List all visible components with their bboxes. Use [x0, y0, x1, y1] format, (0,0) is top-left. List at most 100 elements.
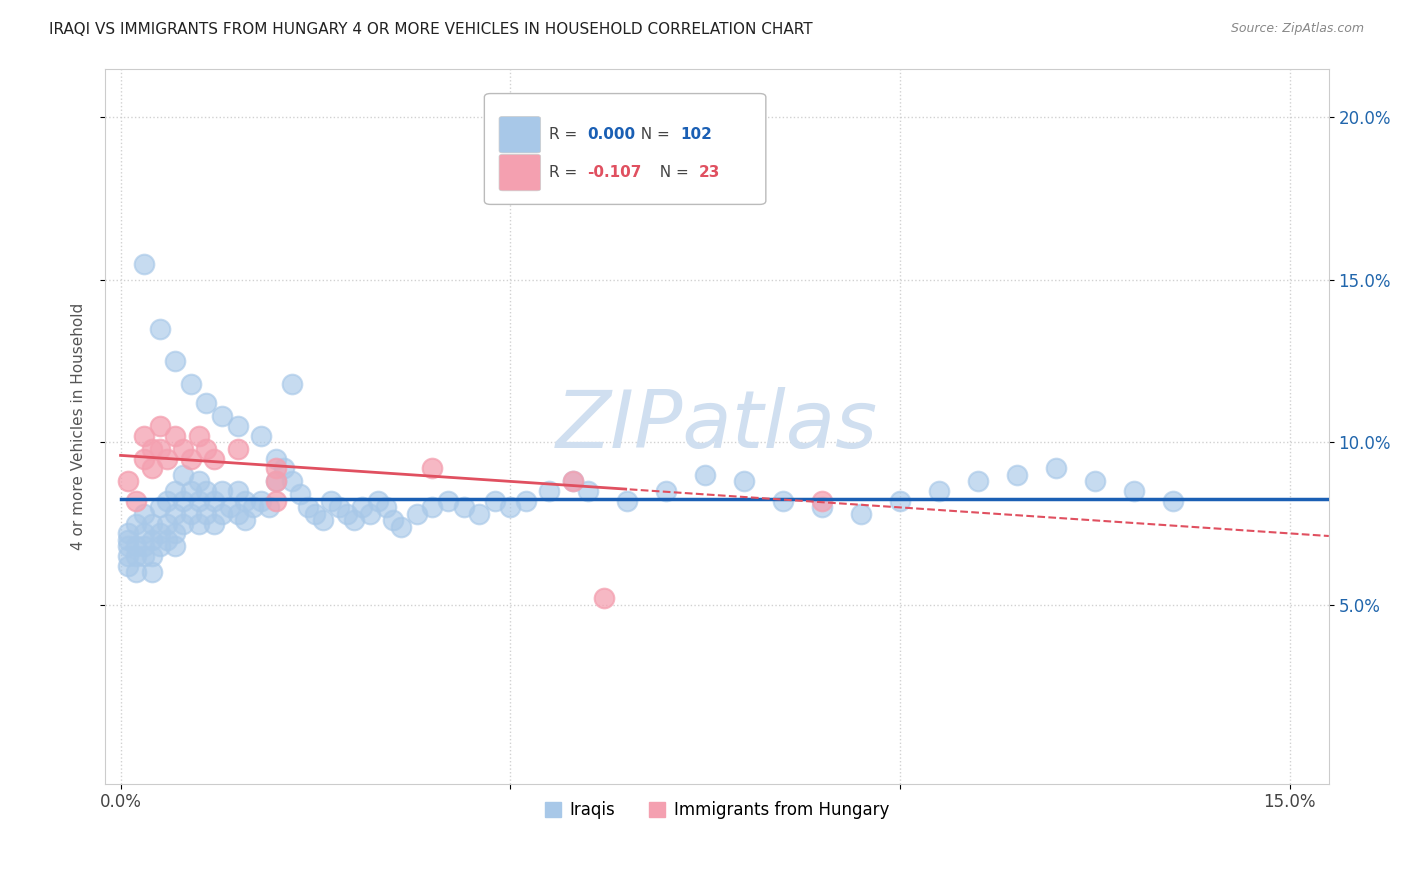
Point: [266, 475, 288, 489]
Legend: Iraqis, Immigrants from Hungary: Iraqis, Immigrants from Hungary: [538, 794, 896, 825]
Point: [180, 484, 202, 499]
Point: [811, 494, 834, 508]
Text: 23: 23: [699, 165, 720, 179]
Point: [117, 558, 139, 573]
Point: [233, 494, 256, 508]
Point: [156, 494, 179, 508]
Point: [172, 494, 194, 508]
Point: [117, 540, 139, 554]
Point: [1084, 475, 1107, 489]
Point: [195, 484, 218, 499]
Point: [187, 516, 209, 531]
Text: N =: N =: [650, 165, 693, 179]
Point: [117, 475, 139, 489]
Point: [148, 321, 170, 335]
Point: [202, 494, 225, 508]
Point: [561, 475, 583, 489]
Point: [468, 507, 491, 521]
Point: [148, 442, 170, 456]
Point: [328, 500, 350, 515]
Point: [125, 549, 148, 564]
Point: [343, 513, 366, 527]
Text: Source: ZipAtlas.com: Source: ZipAtlas.com: [1230, 22, 1364, 36]
FancyBboxPatch shape: [499, 154, 541, 191]
Point: [422, 500, 444, 515]
Point: [352, 500, 374, 515]
Point: [576, 484, 599, 499]
Point: [655, 484, 678, 499]
Point: [561, 475, 583, 489]
Point: [165, 429, 187, 443]
Point: [889, 494, 911, 508]
Text: N =: N =: [631, 127, 675, 142]
Point: [273, 461, 295, 475]
Point: [202, 451, 225, 466]
Point: [250, 494, 273, 508]
Point: [226, 484, 249, 499]
Point: [266, 451, 288, 466]
Point: [132, 256, 155, 270]
Point: [141, 516, 163, 531]
Point: [811, 500, 834, 515]
Point: [733, 475, 755, 489]
Point: [117, 549, 139, 564]
FancyBboxPatch shape: [484, 94, 766, 204]
Point: [180, 376, 202, 391]
Point: [211, 507, 233, 521]
Point: [319, 494, 342, 508]
Point: [250, 429, 273, 443]
Point: [180, 507, 202, 521]
Point: [202, 516, 225, 531]
Point: [242, 500, 264, 515]
Point: [359, 507, 381, 521]
Point: [195, 507, 218, 521]
Point: [132, 429, 155, 443]
Point: [374, 500, 396, 515]
Point: [141, 461, 163, 475]
Point: [266, 461, 288, 475]
Point: [180, 451, 202, 466]
Point: [117, 533, 139, 547]
Point: [156, 451, 179, 466]
Point: [1005, 467, 1028, 482]
Point: [132, 526, 155, 541]
Point: [484, 494, 506, 508]
FancyBboxPatch shape: [499, 117, 541, 153]
Point: [422, 461, 444, 475]
Point: [187, 429, 209, 443]
Point: [211, 484, 233, 499]
Text: R =: R =: [550, 127, 582, 142]
Point: [132, 540, 155, 554]
Point: [132, 507, 155, 521]
Text: 102: 102: [681, 127, 711, 142]
Point: [195, 396, 218, 410]
Point: [141, 566, 163, 580]
Point: [226, 419, 249, 434]
Point: [141, 442, 163, 456]
Point: [312, 513, 335, 527]
Point: [125, 566, 148, 580]
Point: [148, 540, 170, 554]
Point: [453, 500, 475, 515]
Point: [592, 591, 614, 606]
Point: [172, 516, 194, 531]
Text: ZIPatlas: ZIPatlas: [555, 387, 877, 465]
Y-axis label: 4 or more Vehicles in Household: 4 or more Vehicles in Household: [72, 302, 86, 549]
Point: [304, 507, 326, 521]
Point: [233, 513, 256, 527]
Point: [281, 376, 304, 391]
Point: [172, 442, 194, 456]
Point: [405, 507, 427, 521]
Point: [389, 520, 412, 534]
Point: [288, 487, 311, 501]
Point: [266, 475, 288, 489]
Point: [117, 526, 139, 541]
Point: [132, 549, 155, 564]
Point: [1122, 484, 1144, 499]
Point: [336, 507, 359, 521]
Point: [266, 494, 288, 508]
Point: [165, 354, 187, 368]
Point: [141, 533, 163, 547]
Point: [226, 507, 249, 521]
Point: [382, 513, 405, 527]
